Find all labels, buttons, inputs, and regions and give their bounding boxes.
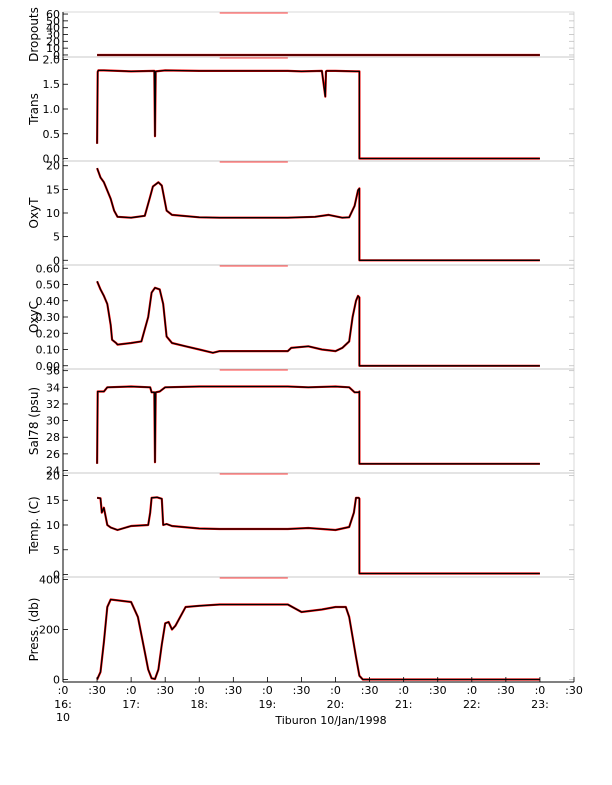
- x-tick-label: :0: [466, 684, 477, 697]
- y-tick-label: 0.5: [43, 128, 61, 141]
- y-tick-label: 1.5: [43, 78, 61, 91]
- y-tick-label: 0.10: [36, 344, 61, 357]
- x-day-label: 10: [56, 711, 70, 724]
- y-tick-label: 28: [46, 431, 60, 444]
- chart-panels: 0102030405060Dropouts0.00.51.01.52.0Tran…: [27, 7, 575, 687]
- y-axis-label: OxyT: [27, 197, 41, 229]
- y-axis-label: Dropouts: [27, 7, 41, 62]
- y-tick-label: 36: [46, 365, 60, 378]
- y-tick-label: 0: [53, 569, 60, 582]
- y-axis-label: Trans: [27, 93, 41, 126]
- x-tick-label: :30: [361, 684, 379, 697]
- panel-frame: [62, 160, 575, 266]
- y-tick-label: 0.30: [36, 311, 61, 324]
- x-hour-label: 20:: [327, 698, 345, 711]
- panel-1: 0.0 0.5 1.0 1.5 2.0 Trans: [27, 53, 575, 166]
- dive-caption: Tiburon 10/Jan/1998: [274, 714, 386, 727]
- x-tick-label: :30: [224, 684, 242, 697]
- panel-frame: [62, 368, 575, 474]
- y-axis-label: Temp. (C): [27, 496, 41, 554]
- y-tick-label: 0.20: [36, 327, 61, 340]
- y-tick-label: 400: [39, 574, 60, 587]
- y-tick-label: 0.00: [36, 360, 61, 373]
- y-tick-label: 0: [53, 49, 60, 62]
- x-tick-label: :30: [565, 684, 583, 697]
- panel-3: 0.00 0.10 0.20 0.30 0.40 0.50 0.60 OxyC: [27, 262, 575, 373]
- panel-6: 0 200 400 Press. (db): [27, 574, 575, 687]
- series-shadow: [96, 496, 540, 575]
- series-shadow: [96, 385, 540, 465]
- series-shadow: [96, 598, 540, 681]
- y-tick-label: 34: [46, 381, 60, 394]
- x-tick-label: :30: [156, 684, 174, 697]
- y-tick-label: 10: [46, 42, 60, 55]
- y-tick-label: 50: [46, 15, 60, 28]
- x-tick-label: :0: [262, 684, 273, 697]
- y-tick-label: 0.0: [43, 153, 61, 166]
- x-tick-label: :0: [330, 684, 341, 697]
- x-hour-label: 19:: [259, 698, 277, 711]
- y-tick-label: 20: [46, 35, 60, 48]
- series-line: [96, 385, 540, 465]
- y-tick-label: 20: [46, 469, 60, 482]
- x-tick-label: :30: [293, 684, 311, 697]
- y-tick-label: 30: [46, 29, 60, 42]
- x-tick-label: :30: [497, 684, 515, 697]
- y-tick-label: 24: [46, 465, 60, 478]
- panel-frame: [62, 56, 575, 162]
- series-shadow: [96, 280, 540, 367]
- x-tick-label: :0: [194, 684, 205, 697]
- y-tick-label: 2.0: [43, 53, 61, 66]
- series-shadow: [96, 69, 540, 160]
- y-tick-label: 32: [46, 398, 60, 411]
- panel-4: 24 26 28 30 32 34 36 Sal78 (psu): [27, 365, 575, 478]
- series-line: [96, 167, 540, 261]
- y-tick-label: 0.60: [36, 262, 61, 275]
- x-hour-label: 21:: [395, 698, 413, 711]
- y-tick-label: 40: [46, 22, 60, 35]
- x-hour-label: 23:: [531, 698, 549, 711]
- x-tick-label: :0: [535, 684, 546, 697]
- series-line: [96, 598, 540, 681]
- y-tick-label: 1.0: [43, 103, 61, 116]
- y-tick-label: 15: [46, 183, 60, 196]
- series-shadow: [96, 167, 540, 262]
- y-axis-label: Sal78 (psu): [27, 387, 41, 455]
- y-tick-label: 0.50: [36, 279, 61, 292]
- series-line: [97, 496, 540, 575]
- panel-frame: [62, 11, 575, 58]
- y-tick-label: 0: [53, 254, 60, 267]
- y-tick-label: 0: [53, 674, 60, 687]
- series-line: [96, 69, 540, 160]
- x-hour-label: 17:: [122, 698, 140, 711]
- y-tick-label: 10: [46, 519, 60, 532]
- y-tick-label: 20: [46, 160, 60, 173]
- y-tick-label: 60: [46, 8, 60, 21]
- y-tick-label: 30: [46, 415, 60, 428]
- x-tick-label: :0: [126, 684, 137, 697]
- y-tick-label: 15: [46, 494, 60, 507]
- x-hour-label: 22:: [463, 698, 481, 711]
- x-hour-label: 16:: [54, 698, 72, 711]
- panel-2: 0 5 10 15 20 OxyT: [27, 160, 575, 267]
- time-axis: :016:10:30:017::30:018::30:019::30:020::…: [54, 677, 583, 724]
- series-line: [96, 281, 540, 367]
- x-tick-label: :0: [398, 684, 409, 697]
- y-axis-label: OxyC: [27, 301, 41, 333]
- y-tick-label: 5: [53, 544, 60, 557]
- panel-5: 0 5 10 15 20 Temp. (C): [27, 469, 575, 582]
- y-tick-label: 0.40: [36, 295, 61, 308]
- y-tick-label: 26: [46, 448, 60, 461]
- y-tick-label: 10: [46, 207, 60, 220]
- y-tick-label: 200: [39, 624, 60, 637]
- y-axis-label: Press. (db): [27, 598, 41, 662]
- panel-frame: [62, 264, 575, 370]
- y-tick-label: 5: [53, 231, 60, 244]
- x-tick-label: :30: [429, 684, 447, 697]
- x-tick-label: :0: [58, 684, 69, 697]
- x-hour-label: 18:: [190, 698, 208, 711]
- x-tick-label: :30: [88, 684, 106, 697]
